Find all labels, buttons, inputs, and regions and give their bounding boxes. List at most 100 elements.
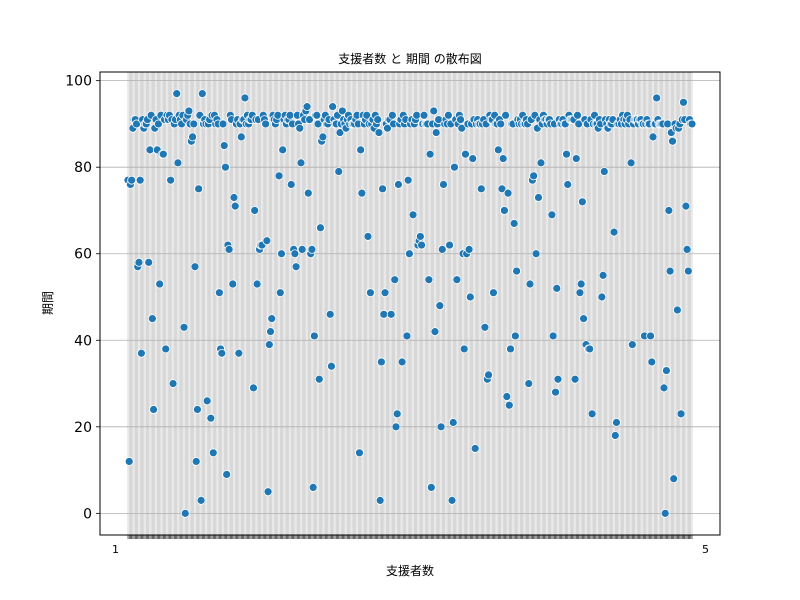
data-point xyxy=(158,149,168,159)
data-point xyxy=(531,249,541,259)
data-point xyxy=(676,409,686,419)
data-point xyxy=(577,197,587,207)
data-point xyxy=(236,132,246,142)
data-point xyxy=(127,175,137,185)
data-point xyxy=(452,275,462,285)
y-tick-label: 60 xyxy=(74,247,92,263)
data-point xyxy=(363,232,373,241)
data-point xyxy=(190,262,200,272)
data-point xyxy=(464,245,474,254)
data-point xyxy=(563,180,573,189)
data-point xyxy=(626,158,636,168)
data-point xyxy=(305,115,314,124)
data-point xyxy=(149,405,158,414)
data-point xyxy=(403,175,413,185)
data-point xyxy=(161,344,171,354)
data-point xyxy=(267,314,277,324)
data-point xyxy=(217,348,227,358)
data-point xyxy=(493,145,503,155)
data-point xyxy=(307,245,317,254)
data-point xyxy=(534,193,543,202)
data-point xyxy=(208,448,218,458)
ticks-layer: 0 20 40 60 80 100 xyxy=(65,74,693,539)
y-tick-label: 0 xyxy=(83,506,92,522)
data-point xyxy=(679,97,688,107)
data-point xyxy=(570,374,580,384)
data-point xyxy=(502,392,512,401)
data-point xyxy=(612,418,621,427)
data-point xyxy=(501,110,511,120)
data-point xyxy=(419,110,429,120)
data-point xyxy=(465,292,475,302)
data-point xyxy=(184,106,194,116)
data-point xyxy=(669,474,679,484)
data-point xyxy=(468,154,478,163)
data-point xyxy=(448,418,458,427)
data-point xyxy=(660,508,670,518)
data-point xyxy=(383,123,392,133)
data-point xyxy=(430,327,440,337)
y-tick-label: 80 xyxy=(74,160,92,176)
data-point xyxy=(318,132,328,142)
data-point xyxy=(316,223,325,233)
data-point xyxy=(579,314,588,324)
data-point xyxy=(672,305,682,315)
data-point xyxy=(302,102,312,112)
data-point xyxy=(408,210,418,220)
data-point xyxy=(445,240,454,250)
chart-title: 支援者数 と 期間 の散布図 xyxy=(338,51,481,66)
data-point xyxy=(180,508,190,518)
data-point xyxy=(206,413,216,423)
data-point xyxy=(415,232,425,241)
data-point xyxy=(124,457,134,466)
data-point xyxy=(387,110,397,120)
data-point xyxy=(173,158,183,168)
data-point xyxy=(662,366,671,375)
data-point xyxy=(362,110,372,120)
data-point xyxy=(366,288,375,298)
data-point xyxy=(574,119,584,129)
data-point xyxy=(221,162,230,172)
data-point xyxy=(189,119,199,129)
data-point xyxy=(154,119,163,129)
data-point xyxy=(391,422,401,432)
grid-layer xyxy=(100,72,720,535)
data-point xyxy=(443,110,453,120)
data-point xyxy=(309,331,319,341)
data-point xyxy=(456,115,465,124)
data-point xyxy=(196,495,206,505)
data-point xyxy=(356,145,366,155)
data-point xyxy=(373,115,383,124)
data-point xyxy=(470,444,480,453)
data-point xyxy=(436,422,446,432)
data-point xyxy=(424,275,434,285)
data-point xyxy=(439,180,448,189)
data-point xyxy=(510,331,520,341)
y-tick-label: 20 xyxy=(74,420,92,436)
data-point xyxy=(290,249,300,259)
data-point xyxy=(397,357,407,367)
data-point xyxy=(219,141,229,150)
data-point xyxy=(263,487,273,497)
data-point xyxy=(308,482,318,492)
data-point xyxy=(682,245,692,254)
data-point xyxy=(230,201,240,211)
data-point xyxy=(179,322,189,332)
data-point xyxy=(252,279,262,289)
data-point xyxy=(480,322,490,332)
data-point xyxy=(402,331,412,341)
data-point xyxy=(551,387,560,397)
data-point xyxy=(663,119,673,129)
y-axis-label: 期間 xyxy=(41,291,55,315)
data-point xyxy=(681,201,691,211)
data-point xyxy=(355,448,364,458)
data-point xyxy=(412,110,422,120)
data-point xyxy=(390,275,400,285)
data-point xyxy=(380,288,390,298)
data-point xyxy=(425,149,435,159)
data-point xyxy=(250,206,260,215)
data-point xyxy=(609,227,619,237)
data-point xyxy=(461,149,470,159)
data-point xyxy=(525,279,535,289)
data-point xyxy=(155,279,165,289)
